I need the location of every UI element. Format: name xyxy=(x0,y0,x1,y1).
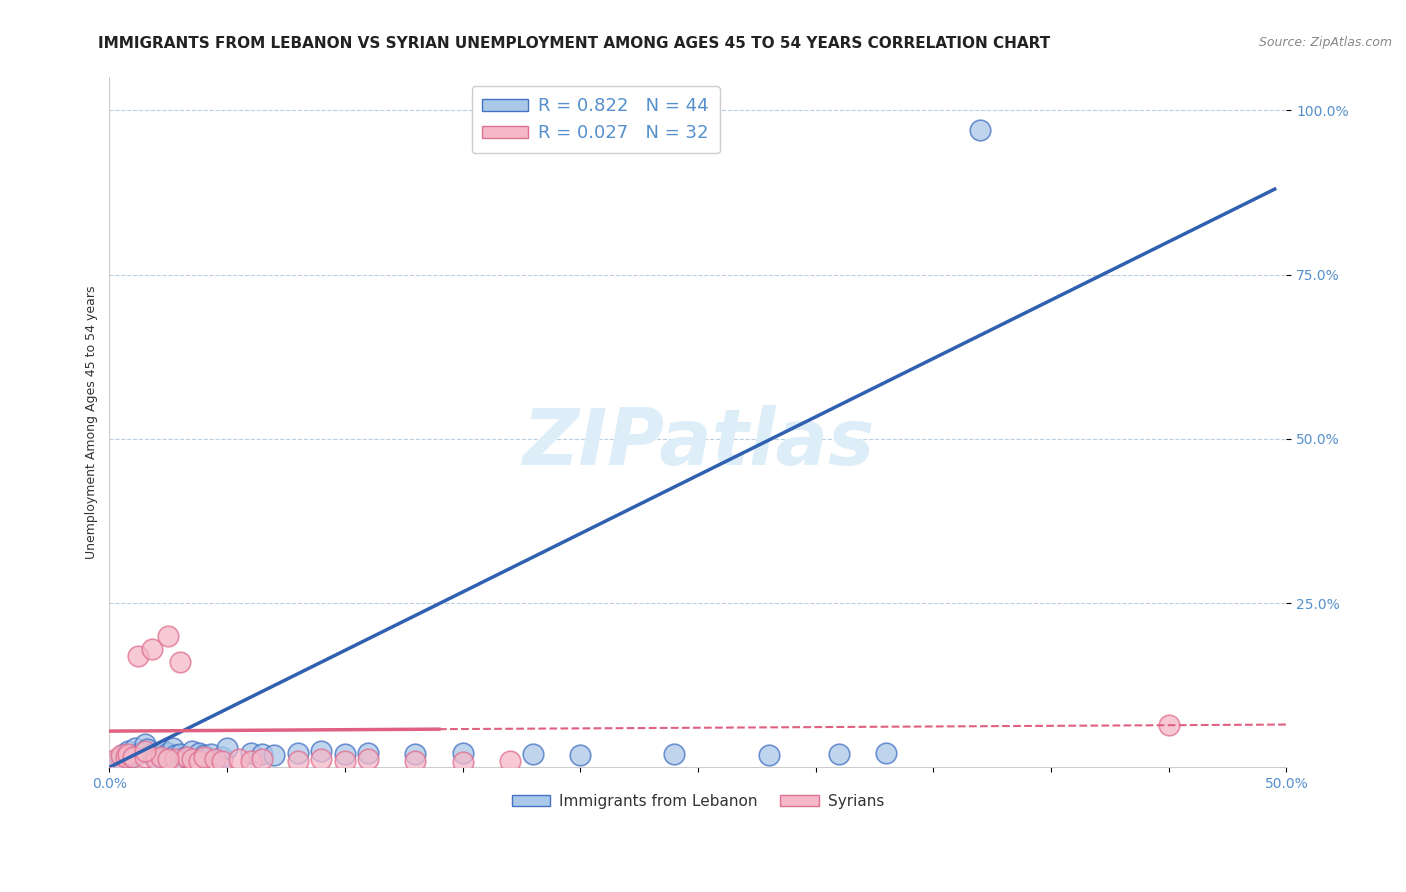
Point xyxy=(110,752,132,766)
Point xyxy=(115,750,138,764)
Point xyxy=(287,754,309,768)
Point xyxy=(404,747,426,761)
Point xyxy=(169,655,191,669)
Point xyxy=(451,746,474,760)
Point xyxy=(120,750,142,764)
Point xyxy=(180,744,202,758)
Point xyxy=(105,752,128,766)
Point xyxy=(122,750,145,764)
Point xyxy=(143,750,166,764)
Point xyxy=(311,752,333,766)
Point xyxy=(150,750,173,764)
Point xyxy=(122,748,145,763)
Point xyxy=(333,747,356,761)
Point xyxy=(187,754,209,768)
Point xyxy=(157,746,180,760)
Point xyxy=(875,746,897,760)
Point xyxy=(828,747,851,761)
Point xyxy=(157,752,180,766)
Text: Source: ZipAtlas.com: Source: ZipAtlas.com xyxy=(1258,36,1392,49)
Point xyxy=(105,755,128,769)
Point xyxy=(357,746,380,760)
Point xyxy=(129,746,152,760)
Point xyxy=(145,752,167,766)
Point xyxy=(165,752,187,766)
Point xyxy=(112,747,135,761)
Point xyxy=(217,740,239,755)
Point xyxy=(211,754,233,768)
Point xyxy=(108,754,131,768)
Point xyxy=(404,754,426,768)
Point xyxy=(136,742,159,756)
Point xyxy=(193,748,215,763)
Point xyxy=(115,750,138,764)
Point xyxy=(169,747,191,761)
Point xyxy=(522,747,544,761)
Point xyxy=(252,752,274,766)
Point xyxy=(173,750,195,764)
Point xyxy=(117,747,139,761)
Point xyxy=(1157,717,1180,731)
Point xyxy=(204,752,226,766)
Text: ZIPatlas: ZIPatlas xyxy=(522,405,875,481)
Point xyxy=(333,754,356,768)
Point xyxy=(228,752,250,766)
Point xyxy=(211,750,233,764)
Point xyxy=(150,748,173,763)
Point xyxy=(357,752,380,766)
Point xyxy=(165,748,187,763)
Text: IMMIGRANTS FROM LEBANON VS SYRIAN UNEMPLOYMENT AMONG AGES 45 TO 54 YEARS CORRELA: IMMIGRANTS FROM LEBANON VS SYRIAN UNEMPL… xyxy=(98,36,1050,51)
Point xyxy=(287,746,309,760)
Point xyxy=(193,750,215,764)
Point xyxy=(200,747,222,761)
Point xyxy=(180,752,202,766)
Point xyxy=(134,750,156,764)
Point xyxy=(664,747,686,761)
Point xyxy=(141,642,163,657)
Point xyxy=(311,744,333,758)
Point xyxy=(451,755,474,769)
Point xyxy=(110,748,132,763)
Point xyxy=(124,740,146,755)
Point xyxy=(263,748,285,763)
Point xyxy=(117,744,139,758)
Point xyxy=(162,740,184,755)
Point xyxy=(252,747,274,761)
Point xyxy=(141,747,163,761)
Point xyxy=(569,748,592,763)
Point xyxy=(176,750,198,764)
Point xyxy=(134,744,156,758)
Point xyxy=(152,744,174,758)
Point xyxy=(239,746,262,760)
Point xyxy=(239,754,262,768)
Point xyxy=(187,746,209,760)
Point xyxy=(758,748,780,763)
Y-axis label: Unemployment Among Ages 45 to 54 years: Unemployment Among Ages 45 to 54 years xyxy=(86,285,98,559)
Point xyxy=(157,629,180,643)
Point xyxy=(498,754,520,768)
Point xyxy=(969,123,991,137)
Point xyxy=(127,648,149,663)
Legend: Immigrants from Lebanon, Syrians: Immigrants from Lebanon, Syrians xyxy=(506,788,890,814)
Point xyxy=(134,737,156,751)
Point xyxy=(145,752,167,766)
